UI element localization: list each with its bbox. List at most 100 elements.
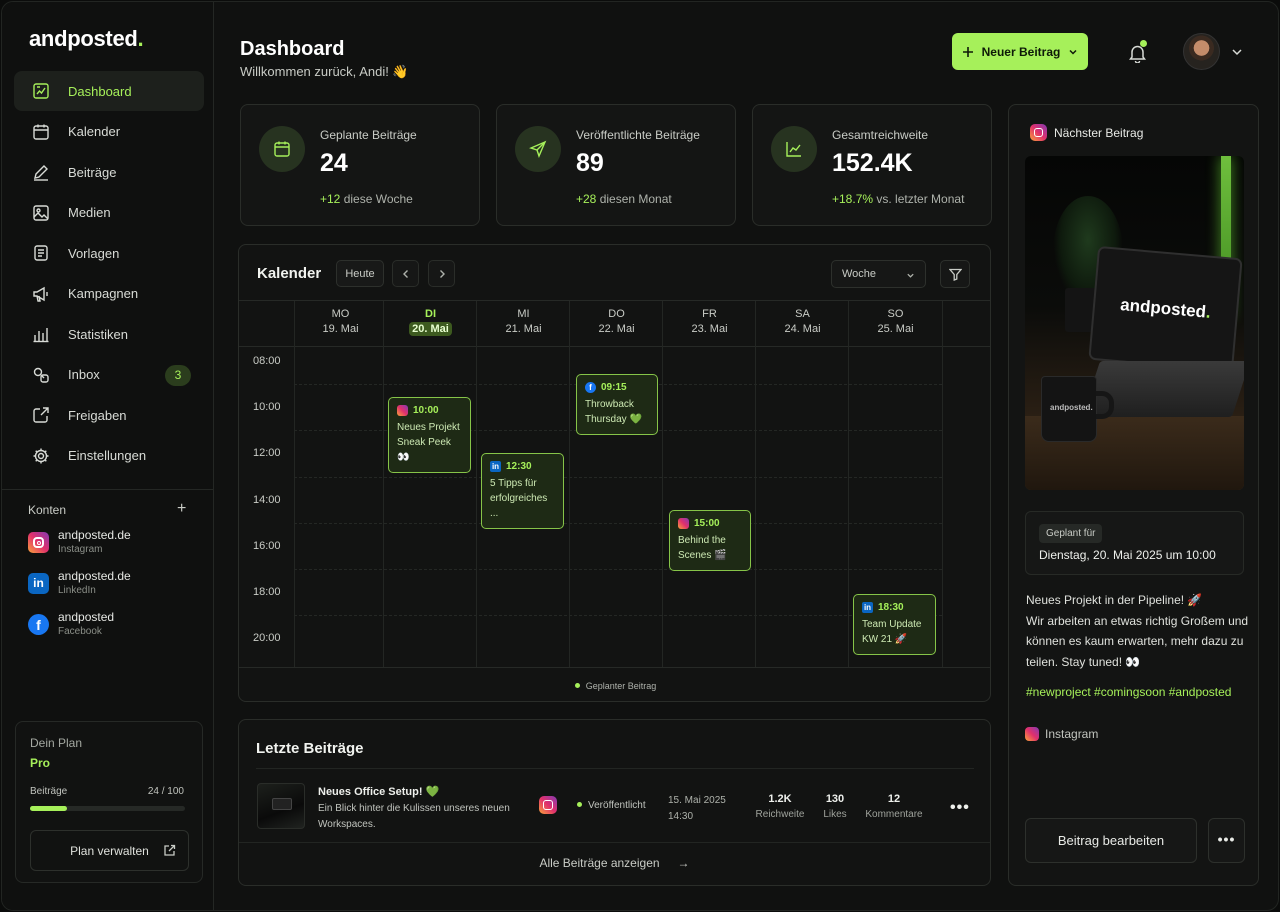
new-post-button[interactable]: Neuer Beitrag [952, 33, 1088, 70]
manage-plan-button[interactable]: Plan verwalten [30, 830, 189, 871]
account-linkedin[interactable]: in andposted.de LinkedIn [28, 569, 208, 603]
sidebar-item-inbox[interactable]: Inbox 3 [14, 355, 204, 395]
day-header-mi[interactable]: MI 21. Mai [477, 308, 570, 335]
view-select[interactable]: Woche [831, 260, 926, 288]
external-link-icon [164, 844, 176, 856]
sidebar-item-vorlagen[interactable]: Vorlagen [14, 233, 204, 273]
next-post-title: Nächster Beitrag [1054, 126, 1144, 140]
calendar-event-instagram[interactable]: 10:00 Neues Projekt Sneak Peek 👀 [388, 397, 471, 473]
template-icon [34, 245, 48, 261]
account-instagram[interactable]: andposted.de Instagram [28, 528, 208, 562]
next-post-more-button[interactable]: ••• [1208, 818, 1245, 863]
calendar-event-linkedin[interactable]: in 12:30 5 Tipps für erfolgreiches ... [481, 453, 564, 529]
megaphone-icon [33, 286, 48, 302]
post-more-button[interactable]: ••• [950, 799, 970, 816]
chevron-down-icon[interactable] [1231, 46, 1243, 58]
stat-value: 89 [576, 149, 604, 177]
time-label: 14:00 [253, 493, 281, 506]
sidebar-item-medien[interactable]: Medien [14, 193, 204, 233]
scheduled-label: Geplant für [1039, 524, 1103, 543]
day-header-so[interactable]: SO 25. Mai [849, 308, 942, 335]
calendar-card: Kalender Heute Woche MO 19. Mai DI 20. Mai M… [238, 244, 991, 702]
scheduled-datetime: Dienstag, 20. Mai 2025 um 10:00 [1039, 548, 1216, 562]
day-date: 23. Mai [691, 323, 728, 335]
calendar-event-linkedin[interactable]: in 18:30 Team Update KW 21 🚀 [853, 594, 936, 655]
sidebar-item-statistiken[interactable]: Statistiken [14, 314, 204, 354]
day-header-do[interactable]: DO 22. Mai [570, 308, 663, 335]
filter-button[interactable] [940, 260, 970, 288]
calendar-event-instagram[interactable]: 15:00 Behind the Scenes 🎬 [669, 510, 751, 571]
plan-label: Dein Plan [30, 736, 83, 750]
stat-icon-wrap [259, 126, 305, 172]
sidebar-item-kalender[interactable]: Kalender [14, 112, 204, 152]
scheduled-box: Geplant für Dienstag, 20. Mai 2025 um 10… [1025, 511, 1244, 575]
plan-name: Pro [30, 756, 51, 770]
sidebar-item-beitraege[interactable]: Beiträge [14, 152, 204, 192]
sidebar-item-label: Medien [68, 205, 111, 220]
dashboard-icon [33, 83, 49, 99]
event-title-cont: KW 21 🚀 [862, 634, 908, 645]
day-header-sa[interactable]: SA 24. Mai [756, 308, 849, 335]
trend-icon [786, 142, 801, 157]
avatar[interactable] [1183, 33, 1220, 70]
sidebar-item-freigaben[interactable]: Freigaben [14, 395, 204, 435]
time-label: 18:00 [253, 586, 281, 598]
next-week-button[interactable] [428, 260, 455, 287]
next-post-panel: Nächster Beitrag andposted. andposted. G… [1008, 104, 1259, 886]
event-title: Behind the [678, 535, 726, 546]
next-post-image[interactable]: andposted. andposted. [1025, 156, 1244, 490]
share-icon [33, 407, 49, 423]
event-title-cont: Thursday 💚 [585, 414, 642, 425]
sidebar-item-label: Beiträge [68, 164, 117, 180]
sidebar-item-label: Dashboard [68, 83, 132, 99]
plan-usage-value: 24 / 100 [147, 786, 184, 797]
add-account-button[interactable]: + [177, 500, 187, 517]
new-post-label: Neuer Beitrag [981, 44, 1061, 59]
divider [2, 489, 213, 490]
instagram-icon [397, 405, 408, 416]
sidebar-item-label: Vorlagen [68, 245, 120, 261]
post-likes: 130 Likes [823, 793, 847, 820]
grid-column-line [755, 301, 756, 667]
post-title[interactable]: Neues Office Setup! 💚 [318, 786, 440, 798]
post-hashtags: #newproject #comingsoon #andposted [1026, 685, 1232, 699]
grid-row-line [294, 476, 942, 478]
sidebar-item-label: Kampagnen [68, 286, 139, 301]
inbox-icon [33, 367, 49, 383]
post-thumbnail[interactable] [257, 783, 305, 829]
day-header-fr[interactable]: FR 23. Mai [663, 308, 756, 335]
account-facebook[interactable]: f andposted Facebook [28, 610, 208, 644]
stat-card-reach: Gesamtreichweite 152.4K +18.7% vs. letzt… [752, 104, 992, 226]
logo[interactable]: andposted. [29, 26, 144, 51]
filter-icon [948, 268, 962, 281]
event-time: 15:00 [694, 518, 720, 529]
today-button[interactable]: Heute [336, 260, 384, 287]
stat-delta: +12 diese Woche [320, 192, 413, 206]
facebook-icon: f [28, 614, 49, 635]
grid-column-line [476, 301, 477, 667]
stat-label: Gesamtreichweite [832, 128, 929, 142]
sidebar-item-kampagnen[interactable]: Kampagnen [14, 274, 204, 314]
bell-icon[interactable] [1128, 43, 1147, 63]
grid-row-line [294, 569, 942, 570]
event-title: 5 Tipps für [490, 478, 537, 489]
stat-delta: +28 diesen Monat [576, 192, 672, 206]
prev-week-button[interactable] [392, 260, 419, 287]
page-subtitle: Willkommen zurück, Andi! 👋 [240, 64, 409, 79]
edit-post-button[interactable]: Beitrag bearbeiten [1025, 818, 1197, 863]
sidebar-item-einstellungen[interactable]: Einstellungen [14, 436, 204, 476]
sidebar: andposted. Dashboard Kalender Beiträge M… [2, 2, 214, 910]
calendar-title: Kalender [257, 265, 322, 282]
plus-icon [962, 46, 973, 57]
gear-icon [33, 448, 49, 463]
day-header-mo[interactable]: MO 19. Mai [294, 308, 387, 335]
show-all-posts-link[interactable]: Alle Beiträge anzeigen → [539, 856, 690, 870]
day-name: FR [702, 308, 717, 320]
day-header-di[interactable]: DI 20. Mai [384, 308, 477, 336]
calendar-event-facebook[interactable]: f 09:15 Throwback Thursday 💚 [576, 374, 658, 435]
divider [239, 346, 990, 347]
sidebar-item-dashboard[interactable]: Dashboard [14, 71, 204, 111]
inbox-count-badge: 3 [165, 364, 191, 386]
day-date: 25. Mai [877, 323, 914, 335]
calendar-icon [274, 141, 290, 157]
